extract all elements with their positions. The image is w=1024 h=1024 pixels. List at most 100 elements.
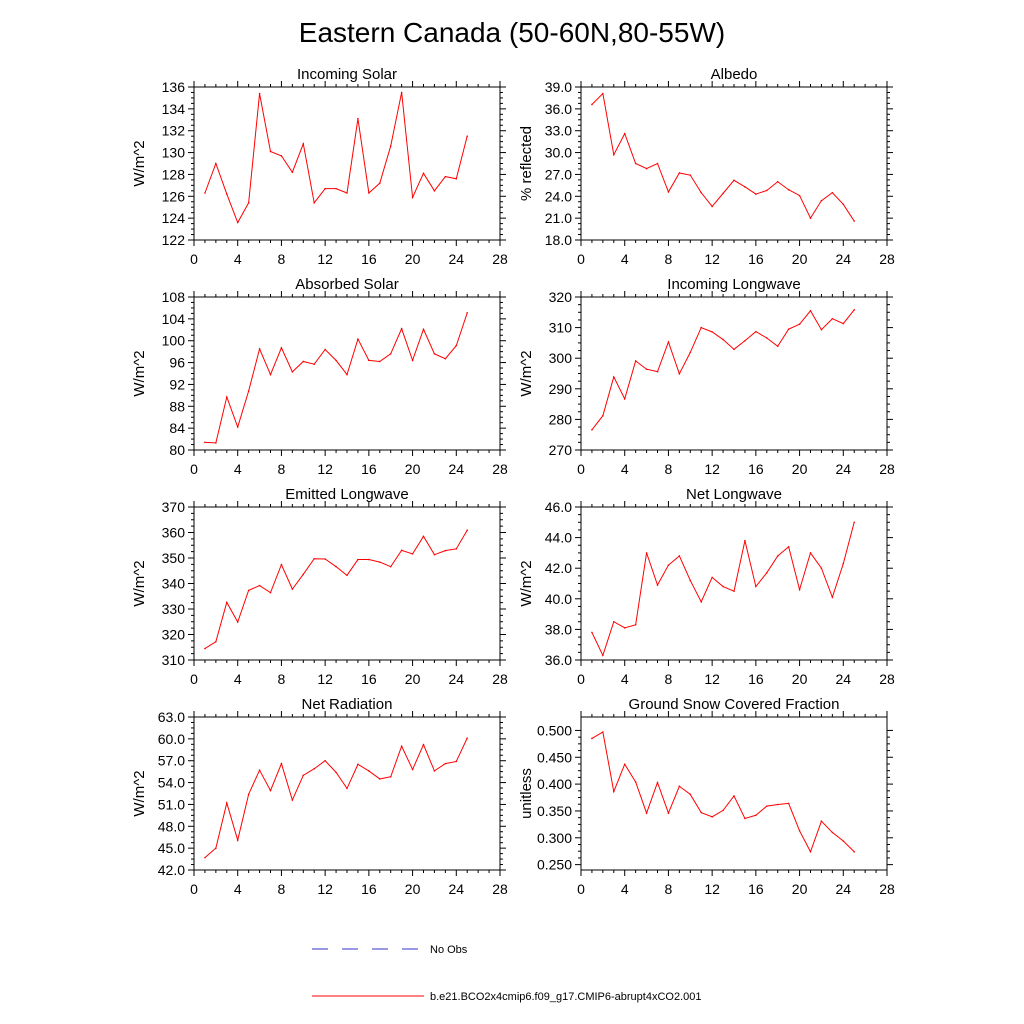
x-tick-label: 12 bbox=[704, 881, 720, 897]
data-point bbox=[820, 199, 823, 202]
series-line-model bbox=[204, 529, 468, 649]
data-point bbox=[313, 202, 316, 204]
x-tick-label: 24 bbox=[448, 671, 464, 687]
x-tick-label: 12 bbox=[317, 881, 333, 897]
panel-title: Incoming Longwave bbox=[667, 276, 800, 293]
data-point bbox=[204, 192, 206, 194]
y-tick-label: 0.500 bbox=[537, 722, 572, 738]
data-point bbox=[733, 795, 735, 797]
data-point bbox=[700, 326, 703, 329]
data-point bbox=[700, 601, 703, 603]
data-point bbox=[776, 345, 779, 348]
data-point bbox=[400, 745, 403, 747]
x-tick-label: 4 bbox=[234, 671, 242, 687]
y-tick-label: 130 bbox=[162, 145, 186, 161]
data-point bbox=[634, 781, 637, 783]
data-point bbox=[291, 371, 294, 373]
data-point bbox=[411, 196, 414, 199]
x-tick-label: 24 bbox=[835, 671, 851, 687]
chart-panel-4: Incoming Longwave 0 4 8 12 16 20 24 28 270 280 290 3… bbox=[518, 276, 895, 477]
x-tick-label: 8 bbox=[278, 461, 286, 477]
y-tick-label: 36.0 bbox=[545, 652, 572, 668]
data-point bbox=[225, 601, 228, 604]
data-point bbox=[678, 555, 681, 557]
data-point bbox=[433, 190, 436, 192]
data-point bbox=[634, 624, 637, 626]
legend: No Obs b.e21.BCO2x4cmip6.f09_g17.CMIP6-a… bbox=[312, 944, 702, 1003]
y-tick-label: 0.250 bbox=[537, 857, 572, 873]
y-tick-label: 51.0 bbox=[158, 796, 185, 812]
data-point bbox=[645, 552, 648, 554]
x-tick-label: 0 bbox=[190, 251, 198, 267]
y-tick-label: 48.0 bbox=[158, 818, 185, 834]
x-tick-label: 16 bbox=[361, 461, 377, 477]
data-point bbox=[357, 763, 359, 766]
y-tick-label: 330 bbox=[162, 601, 186, 617]
chart-panel-6: Net Longwave 0 4 8 12 16 20 24 28 36.0 38.0 40.0 42.… bbox=[518, 486, 895, 687]
data-point bbox=[853, 521, 856, 524]
x-tick-label: 0 bbox=[577, 461, 585, 477]
x-tick-label: 16 bbox=[748, 251, 764, 267]
plot-frame bbox=[580, 506, 888, 661]
x-tick-label: 12 bbox=[317, 671, 333, 687]
data-point bbox=[204, 441, 206, 444]
data-point bbox=[302, 360, 305, 363]
y-tick-label: 27.0 bbox=[545, 166, 572, 182]
data-point bbox=[291, 799, 294, 801]
data-point bbox=[466, 312, 469, 314]
data-point bbox=[765, 337, 768, 339]
data-point bbox=[798, 194, 801, 197]
x-tick-label: 24 bbox=[448, 251, 464, 267]
data-point bbox=[411, 359, 414, 362]
x-tick-label: 0 bbox=[577, 881, 585, 897]
data-point bbox=[765, 571, 768, 574]
data-point bbox=[400, 327, 403, 330]
data-point bbox=[357, 558, 359, 561]
x-tick-label: 16 bbox=[748, 671, 764, 687]
panel-title: Net Longwave bbox=[686, 486, 782, 503]
x-tick-label: 28 bbox=[879, 881, 895, 897]
y-tick-label: 45.0 bbox=[158, 840, 185, 856]
y-tick-label: 124 bbox=[162, 210, 186, 226]
x-tick-label: 0 bbox=[577, 671, 585, 687]
series-line-model bbox=[204, 737, 468, 858]
y-tick-label: 0.450 bbox=[537, 749, 572, 765]
data-point bbox=[612, 376, 615, 378]
x-tick-label: 12 bbox=[317, 251, 333, 267]
data-point bbox=[645, 167, 648, 170]
chart-panel-3: Absorbed Solar 0 4 8 12 16 20 24 28 80 84 88 92 96 100… bbox=[131, 276, 508, 477]
x-tick-label: 4 bbox=[234, 251, 242, 267]
data-point bbox=[335, 359, 337, 362]
x-tick-label: 24 bbox=[448, 881, 464, 897]
y-tick-label: 88 bbox=[169, 398, 185, 414]
y-tick-label: 96 bbox=[169, 355, 185, 371]
data-point bbox=[623, 627, 626, 629]
data-point bbox=[335, 187, 337, 190]
data-point bbox=[831, 191, 834, 194]
data-point bbox=[422, 743, 425, 746]
data-point bbox=[787, 545, 790, 548]
data-point bbox=[258, 92, 261, 95]
data-point bbox=[291, 171, 294, 174]
data-point bbox=[258, 584, 261, 587]
x-tick-label: 0 bbox=[577, 251, 585, 267]
data-point bbox=[787, 188, 790, 191]
data-point bbox=[247, 202, 250, 204]
data-point bbox=[656, 162, 659, 165]
x-tick-label: 4 bbox=[621, 881, 629, 897]
x-tick-label: 0 bbox=[190, 461, 198, 477]
chart-panel-2: Albedo 0 4 8 12 16 20 24 28 18.0 21.0 24.0 27.0 30.0 3… bbox=[518, 66, 895, 267]
x-tick-label: 24 bbox=[835, 251, 851, 267]
y-axis-label: W/m^2 bbox=[518, 350, 535, 396]
x-tick-label: 24 bbox=[835, 461, 851, 477]
data-point bbox=[313, 767, 316, 770]
data-point bbox=[678, 373, 681, 375]
data-point bbox=[215, 162, 217, 165]
data-point bbox=[346, 787, 348, 790]
data-point bbox=[722, 809, 724, 812]
data-point bbox=[236, 839, 239, 841]
y-tick-label: 360 bbox=[162, 525, 186, 541]
data-point bbox=[656, 584, 659, 586]
y-tick-label: 126 bbox=[162, 188, 186, 204]
y-tick-label: 42.0 bbox=[545, 560, 572, 576]
